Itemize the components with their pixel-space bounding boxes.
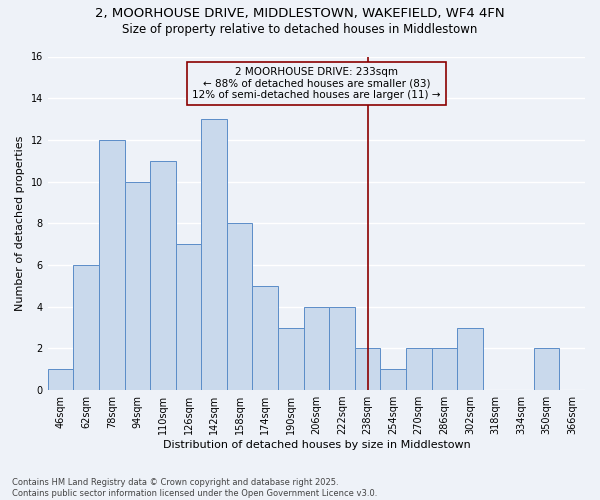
Bar bbox=[457, 328, 482, 390]
Bar bbox=[227, 224, 253, 390]
Bar bbox=[125, 182, 150, 390]
Bar bbox=[380, 369, 406, 390]
Text: Contains HM Land Registry data © Crown copyright and database right 2025.
Contai: Contains HM Land Registry data © Crown c… bbox=[12, 478, 377, 498]
Bar bbox=[355, 348, 380, 390]
Bar bbox=[176, 244, 201, 390]
Text: 2, MOORHOUSE DRIVE, MIDDLESTOWN, WAKEFIELD, WF4 4FN: 2, MOORHOUSE DRIVE, MIDDLESTOWN, WAKEFIE… bbox=[95, 8, 505, 20]
Bar bbox=[431, 348, 457, 390]
Bar bbox=[329, 306, 355, 390]
Y-axis label: Number of detached properties: Number of detached properties bbox=[15, 136, 25, 311]
Text: Size of property relative to detached houses in Middlestown: Size of property relative to detached ho… bbox=[122, 22, 478, 36]
Bar bbox=[99, 140, 125, 390]
Bar bbox=[150, 160, 176, 390]
Bar bbox=[48, 369, 73, 390]
Bar bbox=[534, 348, 559, 390]
Bar bbox=[201, 119, 227, 390]
Bar bbox=[406, 348, 431, 390]
Bar bbox=[278, 328, 304, 390]
X-axis label: Distribution of detached houses by size in Middlestown: Distribution of detached houses by size … bbox=[163, 440, 470, 450]
Bar bbox=[253, 286, 278, 390]
Text: 2 MOORHOUSE DRIVE: 233sqm
← 88% of detached houses are smaller (83)
12% of semi-: 2 MOORHOUSE DRIVE: 233sqm ← 88% of detac… bbox=[192, 67, 440, 100]
Bar bbox=[304, 306, 329, 390]
Bar bbox=[73, 265, 99, 390]
